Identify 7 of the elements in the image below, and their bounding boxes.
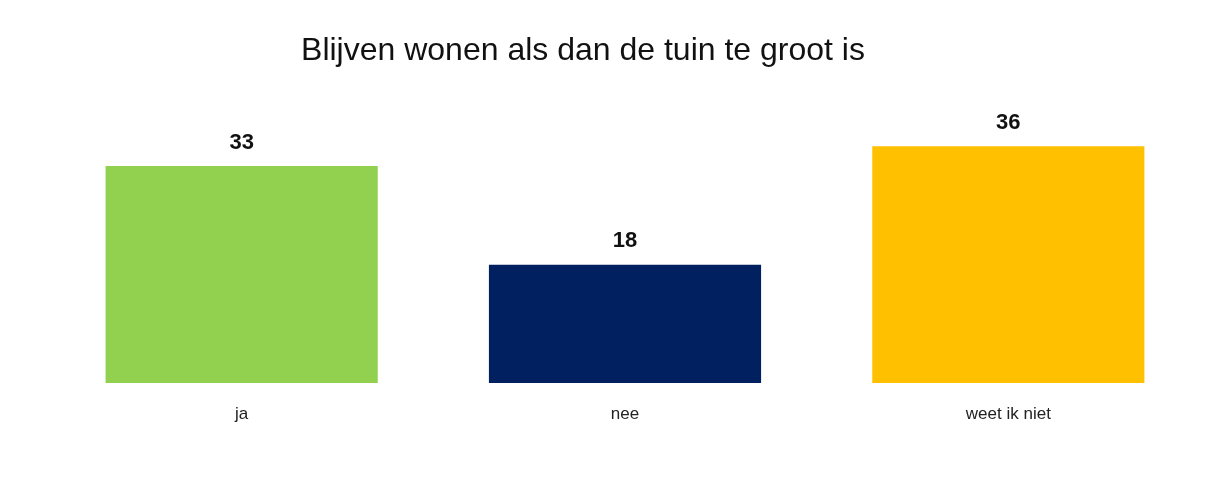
x-tick-label: weet ik niet: [964, 404, 1052, 423]
data-label: 18: [612, 227, 638, 253]
data-label: 36: [996, 108, 1021, 134]
x-tick-label: ja: [234, 404, 249, 423]
x-tick-label: nee: [610, 404, 640, 423]
data-label: 33: [229, 128, 254, 154]
chart-title: Blijven wonen als dan de tuin te groot is: [301, 31, 865, 67]
